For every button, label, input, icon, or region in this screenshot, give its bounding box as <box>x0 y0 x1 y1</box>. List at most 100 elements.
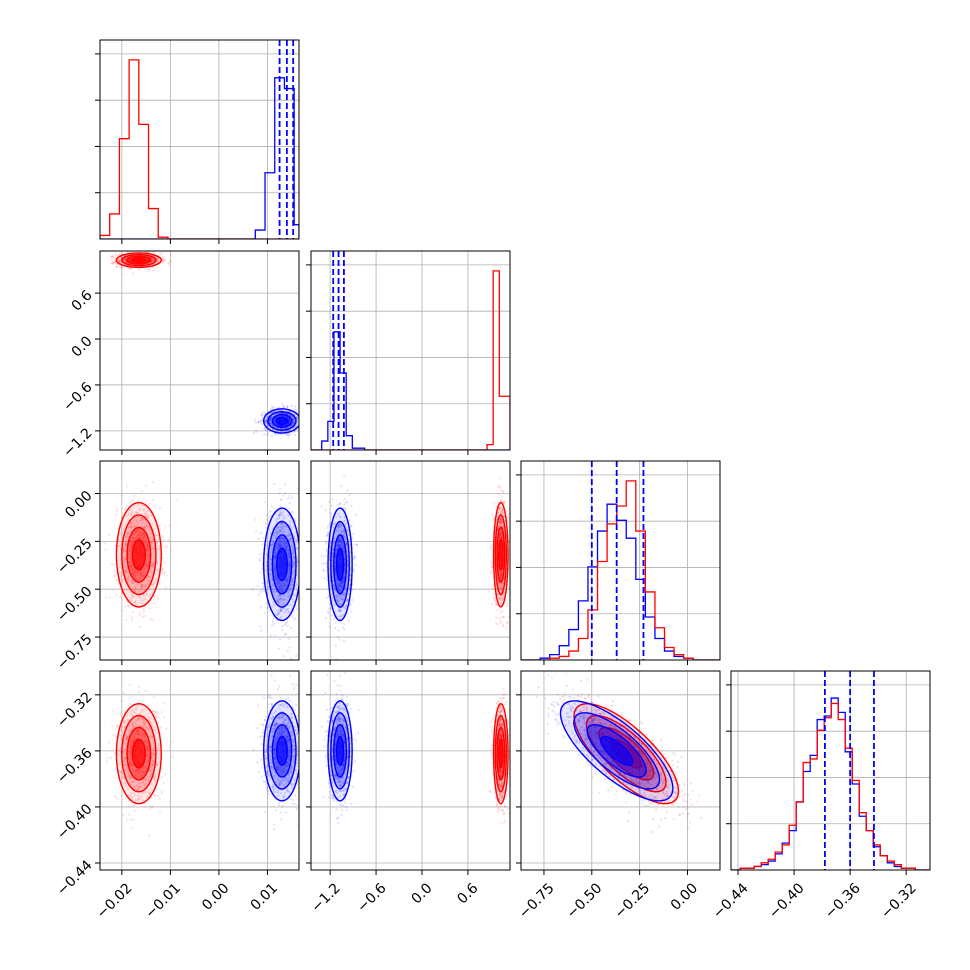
sample-point <box>290 583 293 586</box>
sample-point <box>281 536 284 539</box>
sample-point <box>277 588 280 591</box>
sample-point <box>337 600 340 603</box>
sample-point <box>497 594 500 597</box>
histogram-series-a <box>731 702 930 870</box>
sample-point <box>304 557 306 559</box>
sample-point <box>263 590 266 593</box>
sample-point <box>110 563 113 566</box>
sample-point <box>285 579 289 582</box>
sample-point <box>125 567 128 570</box>
sample-point <box>283 579 287 582</box>
sample-point <box>146 547 149 550</box>
sample-point <box>136 523 139 526</box>
sample-point <box>292 417 295 420</box>
sample-point <box>257 421 261 424</box>
sample-point <box>137 534 140 537</box>
sample-point <box>134 530 138 533</box>
sample-point <box>278 542 281 545</box>
sample-point <box>123 559 126 562</box>
sample-point <box>146 543 149 546</box>
sample-point <box>151 563 154 566</box>
sample-point <box>124 568 127 572</box>
sample-point <box>155 568 158 572</box>
sample-point <box>278 529 281 532</box>
sample-point <box>130 559 133 562</box>
sample-point <box>164 586 168 589</box>
sample-point <box>291 496 294 500</box>
sample-point <box>271 620 275 623</box>
sample-point <box>274 566 277 569</box>
sample-point <box>149 566 152 569</box>
sample-point <box>126 532 129 535</box>
sample-point <box>129 546 132 550</box>
sample-point <box>334 569 337 573</box>
sample-point <box>145 564 148 567</box>
sample-point <box>284 517 287 520</box>
sample-point <box>129 259 133 262</box>
sample-point <box>499 520 502 523</box>
sample-point <box>300 535 302 537</box>
sample-point <box>287 422 290 425</box>
sample-point <box>141 615 144 618</box>
sample-point <box>143 585 147 588</box>
sample-point <box>143 534 146 537</box>
sample-point <box>272 406 276 409</box>
sample-point <box>287 561 291 564</box>
sample-point <box>495 616 498 620</box>
sample-point <box>133 522 136 525</box>
sample-point <box>127 531 130 535</box>
sample-point <box>129 259 132 262</box>
sample-point <box>145 563 148 566</box>
sample-point <box>129 564 132 568</box>
sample-point <box>139 507 142 510</box>
sample-point <box>498 507 501 510</box>
sample-point <box>147 545 150 548</box>
sample-point <box>139 519 142 522</box>
sample-point <box>336 503 339 507</box>
sample-point <box>340 585 343 588</box>
sample-point <box>279 617 282 620</box>
sample-point <box>341 580 345 583</box>
sample-point <box>283 611 286 615</box>
sample-point <box>349 566 352 569</box>
sample-point <box>288 494 291 498</box>
sample-point <box>129 258 133 262</box>
sample-point <box>293 419 296 422</box>
sample-point <box>265 564 268 567</box>
sample-point <box>502 526 505 529</box>
sample-point <box>140 575 143 578</box>
sample-point <box>265 513 269 517</box>
sample-point <box>281 528 284 531</box>
sample-point <box>287 418 290 421</box>
sample-point <box>129 561 132 564</box>
sample-point <box>265 419 268 422</box>
sample-point <box>141 517 144 521</box>
sample-point <box>506 602 509 605</box>
sample-point <box>260 589 263 592</box>
sample-point <box>498 596 501 599</box>
sample-point <box>131 568 135 571</box>
sample-point <box>269 572 272 576</box>
sample-point <box>140 583 143 586</box>
sample-point <box>340 609 343 612</box>
sample-point <box>278 538 281 542</box>
sample-point <box>123 569 126 572</box>
sample-point <box>275 546 279 549</box>
sample-point <box>276 612 279 615</box>
sample-point <box>337 537 340 540</box>
sample-point <box>142 526 146 529</box>
sample-point <box>132 525 136 528</box>
sample-point <box>129 259 132 262</box>
sample-point <box>271 424 275 427</box>
sample-point <box>340 544 343 547</box>
sample-point <box>499 575 502 578</box>
sample-point <box>269 417 272 421</box>
sample-point <box>124 605 127 608</box>
sample-point <box>286 611 290 614</box>
sample-point <box>149 568 152 571</box>
sample-point <box>280 586 283 589</box>
sample-point <box>161 256 164 260</box>
sample-point <box>126 604 130 607</box>
sample-point <box>506 520 509 523</box>
sample-point <box>268 418 271 422</box>
